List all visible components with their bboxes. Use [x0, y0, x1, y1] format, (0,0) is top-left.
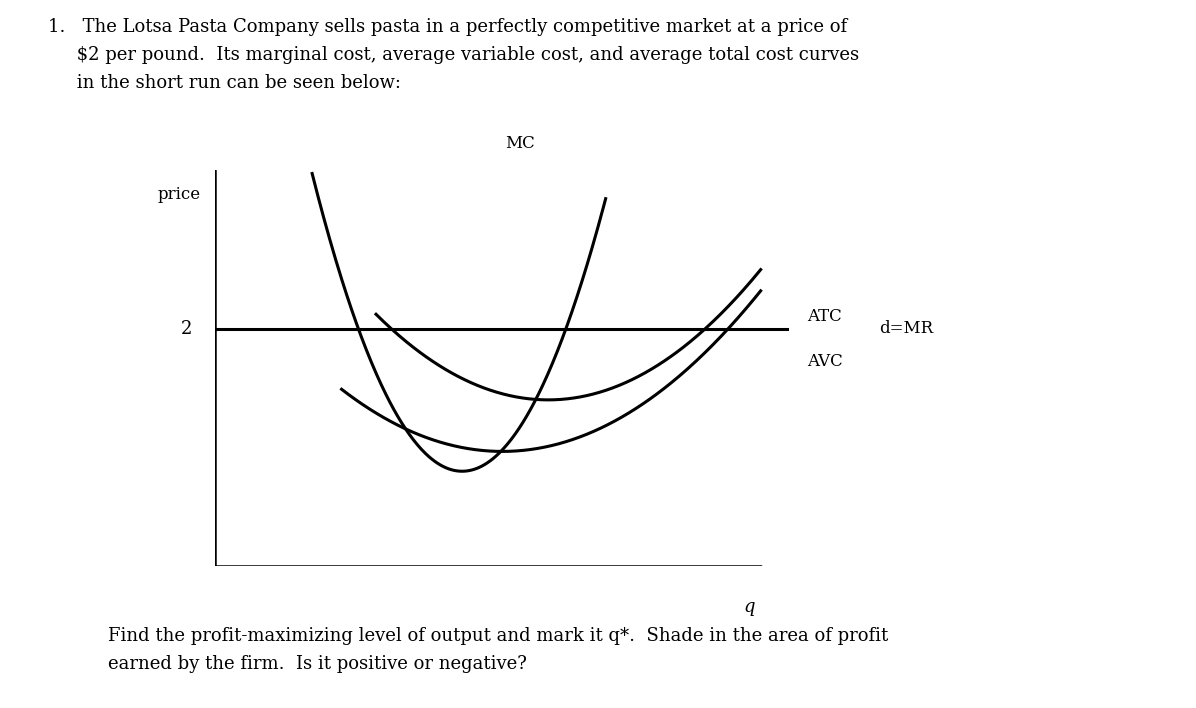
Text: 1.   The Lotsa Pasta Company sells pasta in a perfectly competitive market at a : 1. The Lotsa Pasta Company sells pasta i… [48, 18, 847, 35]
Text: 2: 2 [181, 319, 193, 338]
Text: AVC: AVC [807, 353, 843, 370]
Text: q: q [744, 598, 755, 616]
Text: MC: MC [505, 135, 535, 152]
Text: in the short run can be seen below:: in the short run can be seen below: [48, 74, 401, 92]
Text: Find the profit-maximizing level of output and mark it q*.  Shade in the area of: Find the profit-maximizing level of outp… [108, 627, 887, 644]
Text: price: price [158, 185, 201, 202]
Text: earned by the firm.  Is it positive or negative?: earned by the firm. Is it positive or ne… [108, 655, 526, 673]
Text: $2 per pound.  Its marginal cost, average variable cost, and average total cost : $2 per pound. Its marginal cost, average… [48, 46, 859, 64]
Text: d=MR: d=MR [879, 320, 933, 337]
Text: ATC: ATC [807, 308, 842, 325]
